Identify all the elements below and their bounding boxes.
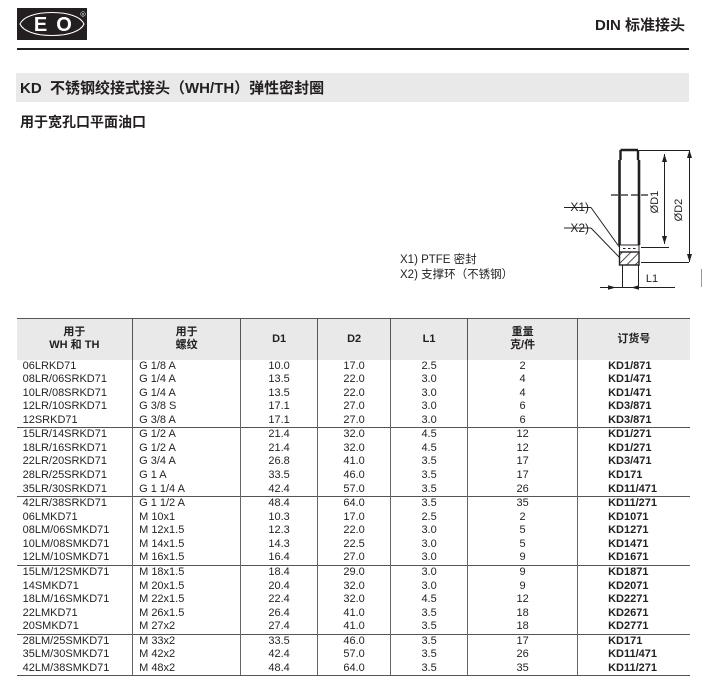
svg-text:X1): X1) [570, 200, 589, 214]
svg-text:X2): X2) [570, 221, 589, 235]
svg-text:ØD2: ØD2 [673, 199, 685, 222]
svg-text:ØD1: ØD1 [649, 191, 661, 214]
svg-text:L1: L1 [646, 273, 658, 285]
